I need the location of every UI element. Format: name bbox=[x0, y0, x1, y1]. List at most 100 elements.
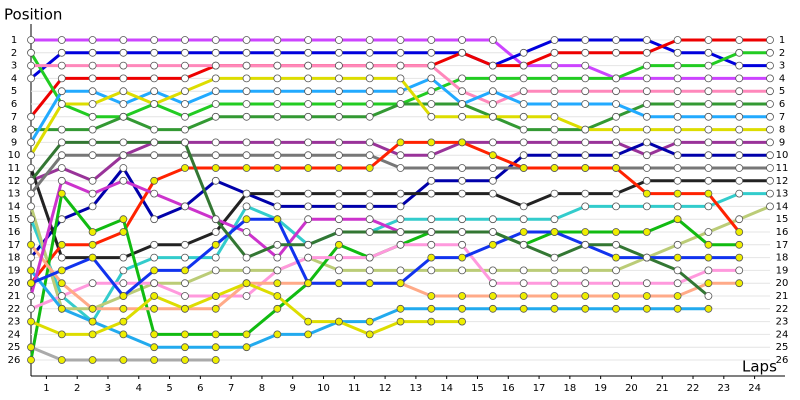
series-marker bbox=[119, 253, 128, 262]
series-marker bbox=[304, 151, 313, 160]
series-marker bbox=[766, 138, 774, 147]
series-marker bbox=[150, 215, 159, 224]
x-tick-label: 13 bbox=[410, 383, 423, 394]
series-marker bbox=[427, 112, 436, 121]
series-marker bbox=[735, 48, 744, 57]
series-marker bbox=[242, 253, 251, 262]
series-marker bbox=[704, 138, 713, 147]
series-marker bbox=[27, 292, 35, 300]
series-marker bbox=[550, 164, 559, 172]
y-tick-label-right: 4 bbox=[779, 73, 785, 84]
series-marker bbox=[642, 253, 651, 262]
series-marker bbox=[365, 48, 374, 57]
x-tick-label: 5 bbox=[166, 383, 172, 394]
series-marker bbox=[335, 112, 343, 121]
series-marker bbox=[427, 48, 436, 57]
series-marker bbox=[673, 279, 682, 288]
series-marker bbox=[119, 36, 128, 44]
series-marker bbox=[27, 356, 35, 364]
series-marker bbox=[519, 215, 528, 224]
series-marker bbox=[119, 292, 128, 300]
series-marker bbox=[119, 279, 128, 288]
series-marker bbox=[581, 151, 590, 160]
series-marker bbox=[88, 228, 97, 236]
series-marker bbox=[304, 87, 313, 96]
series-marker bbox=[427, 151, 436, 160]
series-marker bbox=[735, 189, 744, 198]
y-tick-label: 26 bbox=[8, 355, 21, 366]
series-marker bbox=[488, 74, 497, 83]
series-marker bbox=[150, 176, 159, 185]
series-marker bbox=[150, 151, 159, 160]
series-marker bbox=[550, 253, 559, 262]
series-marker bbox=[704, 100, 713, 108]
series-marker bbox=[335, 151, 343, 160]
series-marker bbox=[335, 61, 343, 70]
series-marker bbox=[642, 176, 651, 185]
series-marker bbox=[273, 240, 282, 249]
y-tick-label-right: 3 bbox=[779, 61, 785, 72]
y-tick-label-right: 12 bbox=[776, 176, 789, 187]
series-marker bbox=[581, 87, 590, 96]
series-marker bbox=[273, 74, 282, 83]
series-marker bbox=[365, 138, 374, 147]
y-tick-label: 14 bbox=[8, 201, 21, 212]
series-marker bbox=[181, 279, 189, 288]
y-tick-label-right: 9 bbox=[779, 137, 785, 148]
series-marker bbox=[427, 317, 436, 326]
series-marker bbox=[335, 317, 343, 326]
series-marker bbox=[150, 189, 159, 198]
series-marker bbox=[150, 36, 159, 44]
series-marker bbox=[211, 343, 220, 352]
series-marker bbox=[119, 138, 128, 147]
series-marker bbox=[427, 228, 436, 236]
series-marker bbox=[766, 164, 774, 172]
series-marker bbox=[365, 266, 374, 275]
series-marker bbox=[673, 253, 682, 262]
y-tick-label-right: 1 bbox=[779, 35, 785, 46]
series-marker bbox=[304, 74, 313, 83]
series-marker bbox=[396, 317, 405, 326]
series-marker bbox=[704, 279, 713, 288]
series-marker bbox=[211, 74, 220, 83]
series-marker bbox=[27, 151, 35, 160]
series-marker bbox=[150, 125, 159, 134]
series-marker bbox=[735, 100, 744, 108]
series-marker bbox=[211, 138, 220, 147]
series-marker bbox=[181, 202, 189, 211]
series-marker bbox=[88, 189, 97, 198]
series-marker bbox=[550, 292, 559, 300]
x-tick-label: 7 bbox=[228, 383, 234, 394]
y-tick-label: 25 bbox=[8, 342, 21, 353]
series-marker bbox=[673, 189, 682, 198]
series-marker bbox=[673, 176, 682, 185]
series-marker bbox=[642, 304, 651, 313]
series-line bbox=[30, 38, 770, 80]
series-marker bbox=[519, 125, 528, 134]
series-marker bbox=[27, 202, 35, 211]
series-marker bbox=[57, 330, 66, 339]
series-marker bbox=[273, 330, 282, 339]
series-marker bbox=[57, 87, 66, 96]
series-marker bbox=[242, 36, 251, 44]
series-marker bbox=[335, 36, 343, 44]
x-tick-label: 21 bbox=[656, 383, 669, 394]
series-marker bbox=[488, 215, 497, 224]
series-marker bbox=[550, 228, 559, 236]
series-marker bbox=[88, 151, 97, 160]
series-marker bbox=[550, 48, 559, 57]
series-marker bbox=[673, 125, 682, 134]
series-marker bbox=[304, 202, 313, 211]
series-marker bbox=[735, 240, 744, 249]
x-tick-label: 11 bbox=[348, 383, 361, 394]
series-marker bbox=[365, 189, 374, 198]
series-marker bbox=[181, 304, 189, 313]
series-marker bbox=[488, 189, 497, 198]
series-marker bbox=[57, 138, 66, 147]
series-marker bbox=[488, 61, 497, 70]
series-marker bbox=[612, 253, 620, 262]
series-marker bbox=[458, 304, 466, 313]
series-marker bbox=[304, 279, 313, 288]
series-marker bbox=[242, 138, 251, 147]
series-marker bbox=[488, 100, 497, 108]
